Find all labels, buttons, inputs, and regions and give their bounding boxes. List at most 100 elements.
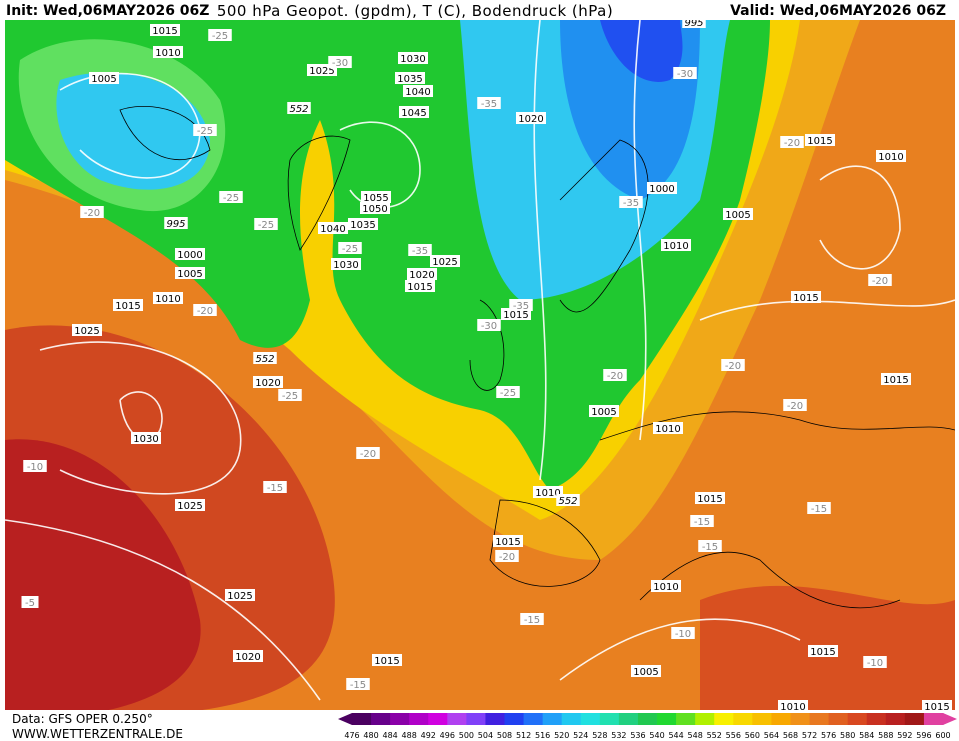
label-box <box>695 492 725 504</box>
temperature-label: -15 <box>267 483 283 494</box>
isobar-label: 1015 <box>810 647 835 658</box>
label-box <box>72 324 102 336</box>
isobar-label: 1015 <box>152 26 177 37</box>
label-box <box>287 102 311 114</box>
colorbar-label: 552 <box>707 731 722 740</box>
label-box <box>89 72 119 84</box>
colorbar-label: 540 <box>649 731 664 740</box>
colorbar-label: 580 <box>840 731 855 740</box>
colorbar-swatch <box>923 713 944 725</box>
label-box <box>780 136 804 148</box>
label-box <box>175 248 205 260</box>
isobar-label: 1005 <box>177 269 202 280</box>
isobar-label: 1040 <box>405 87 430 98</box>
isobar-label: 1015 <box>407 282 432 293</box>
isobar-label: 1035 <box>397 74 422 85</box>
colorbar-label: 588 <box>878 731 893 740</box>
label-box <box>868 274 892 286</box>
label-box <box>922 700 952 712</box>
label-box <box>495 550 519 562</box>
colorbar-label: 596 <box>916 731 931 740</box>
label-box <box>881 373 911 385</box>
isobar-label: 1025 <box>177 501 202 512</box>
label-box <box>263 481 287 493</box>
label-box <box>520 613 544 625</box>
isobar-label: 1030 <box>133 434 158 445</box>
colorbar-swatch <box>447 713 467 725</box>
colorbar-swatch <box>637 713 658 725</box>
label-box <box>509 299 533 311</box>
colorbar-swatch <box>352 713 372 725</box>
isobar-label: 1015 <box>697 494 722 505</box>
colorbar-swatch <box>485 713 506 725</box>
label-box <box>647 182 677 194</box>
label-box <box>721 359 745 371</box>
init-time: Init: Wed,06MAY2026 06Z <box>6 3 209 19</box>
temperature-label: -15 <box>524 615 540 626</box>
label-box <box>403 85 433 97</box>
temperature-label: -25 <box>212 31 228 42</box>
label-box <box>23 460 47 472</box>
temperature-label: -35 <box>513 301 529 312</box>
label-box <box>153 46 183 58</box>
label-box <box>233 650 263 662</box>
colorbar-label: 528 <box>592 731 607 740</box>
temperature-label: -20 <box>84 208 100 219</box>
temperature-label: -10 <box>27 462 43 473</box>
label-box <box>150 24 180 36</box>
label-box <box>372 654 402 666</box>
temperature-label: -25 <box>282 391 298 402</box>
label-box <box>430 255 460 267</box>
label-box <box>208 29 232 41</box>
isobar-label: 1005 <box>633 667 658 678</box>
isobar-label: 1010 <box>663 241 688 252</box>
label-box <box>328 56 352 68</box>
colorbar-label: 532 <box>611 731 626 740</box>
label-box <box>253 376 283 388</box>
colorbar-swatch <box>580 713 601 725</box>
colorbar-label: 524 <box>573 731 588 740</box>
isobar-label: 1015 <box>495 537 520 548</box>
isobar-label: 995 <box>684 18 703 29</box>
isobar-label: 1045 <box>401 108 426 119</box>
isobar-label: 1015 <box>924 702 949 713</box>
colorbar-swatch <box>885 713 906 725</box>
label-box <box>356 447 380 459</box>
isobar-label: 1030 <box>400 54 425 65</box>
label-box <box>556 494 580 506</box>
label-box <box>395 72 425 84</box>
colorbar-swatch <box>371 713 391 725</box>
label-box <box>698 540 722 552</box>
label-box <box>408 244 432 256</box>
colorbar-swatch <box>866 713 887 725</box>
label-box <box>516 112 546 124</box>
label-box <box>113 299 143 311</box>
isobar-label: 1015 <box>807 136 832 147</box>
colorbar-swatch <box>504 713 525 725</box>
isobar-label: 1025 <box>74 326 99 337</box>
colorbar-label: 564 <box>764 731 779 740</box>
colorbar-label: 516 <box>535 731 550 740</box>
colorbar-swatch <box>466 713 486 725</box>
isobar-label: 1040 <box>320 224 345 235</box>
isobar-label: 1005 <box>91 74 116 85</box>
label-box <box>338 242 362 254</box>
colorbar-swatch <box>676 713 696 725</box>
temperature-label: -10 <box>675 629 691 640</box>
label-box <box>805 134 835 146</box>
label-box <box>808 645 838 657</box>
label-box <box>399 106 429 118</box>
label-box <box>671 627 695 639</box>
temperature-label: -35 <box>412 246 428 257</box>
colorbar-swatch <box>809 713 830 725</box>
label-box <box>477 319 501 331</box>
isobar-label: 1055 <box>363 193 388 204</box>
temperature-label: -20 <box>872 276 888 287</box>
isobar-label: 552 <box>558 496 577 507</box>
label-box <box>619 196 643 208</box>
colorbar-swatch <box>428 713 448 725</box>
colorbar-swatch <box>904 713 925 725</box>
colorbar-swatch <box>657 713 677 725</box>
isobar-label: 1010 <box>655 424 680 435</box>
temperature-label: -10 <box>867 658 883 669</box>
